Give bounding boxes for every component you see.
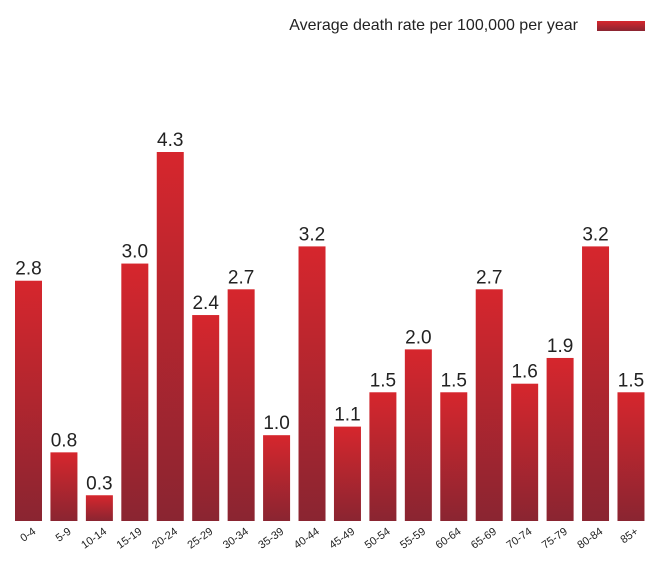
bar xyxy=(156,152,184,521)
data-label: 3.2 xyxy=(299,224,325,245)
data-label: 2.7 xyxy=(476,267,502,288)
bar xyxy=(85,495,113,521)
bar xyxy=(511,383,539,521)
bar xyxy=(617,392,645,521)
bar xyxy=(50,452,78,521)
data-label: 1.1 xyxy=(334,405,360,426)
x-tick-label: 65-69 xyxy=(469,526,499,552)
data-label: 2.8 xyxy=(15,259,41,280)
bar xyxy=(440,392,468,521)
data-label: 1.5 xyxy=(618,370,644,391)
data-label: 1.5 xyxy=(441,370,467,391)
legend-label: Average death rate per 100,000 per year xyxy=(289,17,578,34)
bar xyxy=(582,246,610,521)
data-label: 0.3 xyxy=(86,473,112,494)
bar xyxy=(15,280,42,521)
x-tick-label: 5-9 xyxy=(54,526,74,545)
x-tick-label: 70-74 xyxy=(504,526,534,552)
x-tick-label: 85+ xyxy=(619,526,641,547)
bar xyxy=(369,392,397,521)
x-tick-label: 15-19 xyxy=(115,526,145,552)
data-label: 4.3 xyxy=(157,130,183,151)
bar xyxy=(404,349,432,521)
data-label: 1.0 xyxy=(263,413,289,434)
data-label: 2.7 xyxy=(228,267,254,288)
bar xyxy=(121,263,149,521)
x-tick-label: 45-49 xyxy=(327,526,357,552)
x-tick-label: 75-79 xyxy=(540,526,570,552)
x-tick-label: 50-54 xyxy=(363,526,393,552)
x-tick-label: 60-64 xyxy=(434,526,464,552)
x-tick-label: 0-4 xyxy=(18,526,38,545)
bar xyxy=(475,289,503,521)
data-label: 1.9 xyxy=(547,336,573,357)
x-tick-label: 30-34 xyxy=(221,526,251,552)
x-tick-label: 55-59 xyxy=(398,526,428,552)
bar xyxy=(546,357,574,521)
data-label: 3.2 xyxy=(582,224,608,245)
x-tick-label: 20-24 xyxy=(150,526,180,552)
bar xyxy=(227,289,255,521)
data-label: 1.5 xyxy=(370,370,396,391)
data-label: 2.4 xyxy=(192,293,219,314)
x-tick-label: 80-84 xyxy=(575,526,605,552)
x-tick-label: 25-29 xyxy=(185,526,215,552)
bar xyxy=(192,315,220,521)
bar xyxy=(263,435,291,521)
bar xyxy=(298,246,326,521)
data-label: 3.0 xyxy=(122,242,148,263)
x-tick-label: 35-39 xyxy=(256,526,286,552)
data-label: 0.8 xyxy=(51,430,77,451)
data-label: 2.0 xyxy=(405,327,431,348)
x-tick-label: 40-44 xyxy=(292,526,322,552)
x-tick-label: 10-14 xyxy=(79,526,109,552)
data-label: 1.6 xyxy=(511,362,537,383)
bar xyxy=(333,426,361,521)
legend-swatch xyxy=(597,21,645,31)
